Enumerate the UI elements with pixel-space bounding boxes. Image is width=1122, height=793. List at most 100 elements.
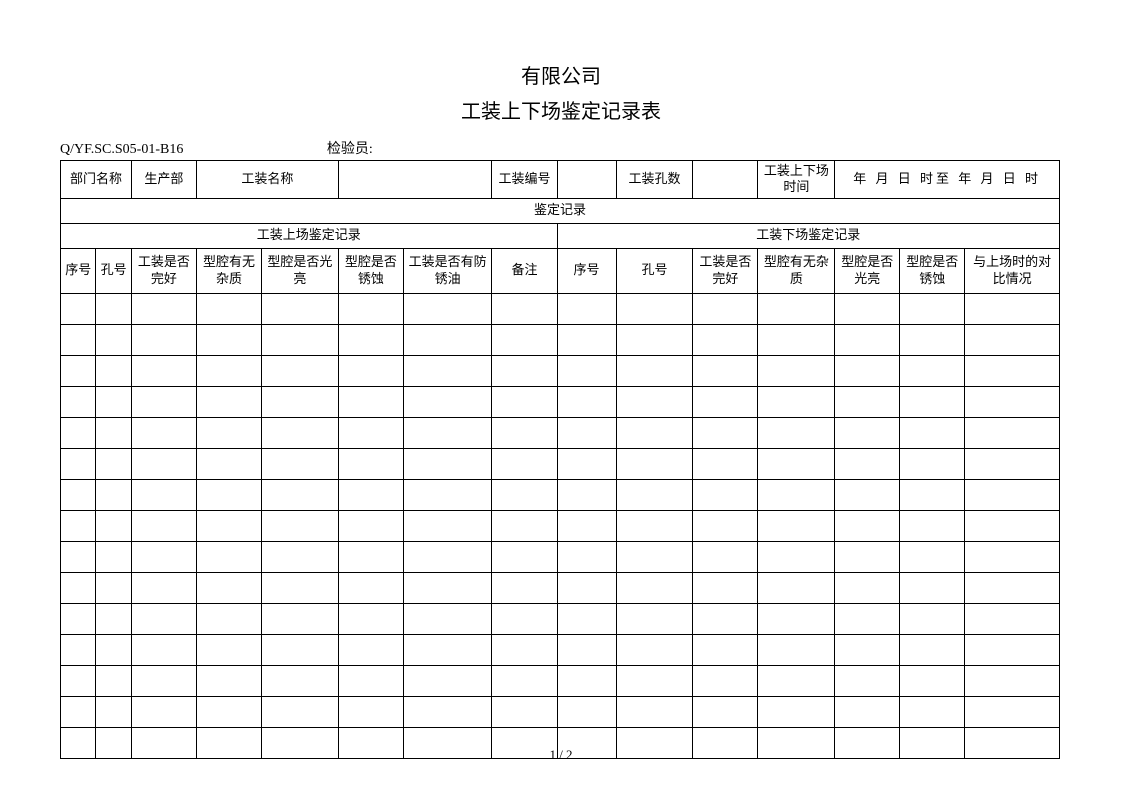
- table-cell: [758, 665, 835, 696]
- table-cell: [693, 479, 758, 510]
- col-up-cavity-shine: 型腔是否光亮: [261, 248, 338, 293]
- table-cell: [616, 696, 693, 727]
- table-cell: [616, 603, 693, 634]
- table-cell: [61, 479, 96, 510]
- hole-count-label: 工装孔数: [616, 161, 693, 199]
- table-cell: [900, 355, 965, 386]
- table-cell: [758, 479, 835, 510]
- table-cell: [338, 479, 403, 510]
- col-up-antirust: 工装是否有防锈油: [403, 248, 492, 293]
- table-cell: [96, 665, 131, 696]
- table-cell: [492, 386, 557, 417]
- table-cell: [196, 665, 261, 696]
- table-cell: [835, 665, 900, 696]
- table-cell: [900, 324, 965, 355]
- table-cell: [61, 324, 96, 355]
- table-cell: [196, 510, 261, 541]
- table-cell: [96, 417, 131, 448]
- table-cell: [403, 541, 492, 572]
- table-row: [61, 572, 1060, 603]
- table-cell: [96, 634, 131, 665]
- table-cell: [131, 293, 196, 324]
- table-cell: [403, 510, 492, 541]
- table-cell: [965, 665, 1060, 696]
- table-cell: [338, 417, 403, 448]
- table-cell: [196, 634, 261, 665]
- table-cell: [557, 386, 616, 417]
- table-cell: [96, 479, 131, 510]
- table-cell: [131, 541, 196, 572]
- table-cell: [492, 696, 557, 727]
- table-cell: [835, 572, 900, 603]
- table-cell: [758, 417, 835, 448]
- table-cell: [492, 572, 557, 603]
- table-cell: [61, 603, 96, 634]
- table-cell: [61, 634, 96, 665]
- table-cell: [131, 696, 196, 727]
- table-cell: [900, 634, 965, 665]
- table-cell: [557, 479, 616, 510]
- table-cell: [693, 541, 758, 572]
- doc-code: Q/YF.SC.S05-01-B16: [60, 142, 183, 158]
- table-cell: [338, 572, 403, 603]
- table-cell: [403, 634, 492, 665]
- table-cell: [965, 696, 1060, 727]
- table-cell: [965, 572, 1060, 603]
- table-cell: [338, 603, 403, 634]
- table-cell: [403, 355, 492, 386]
- table-cell: [338, 665, 403, 696]
- table-cell: [557, 634, 616, 665]
- table-cell: [492, 603, 557, 634]
- table-row: [61, 386, 1060, 417]
- table-cell: [196, 448, 261, 479]
- table-cell: [131, 448, 196, 479]
- table-cell: [61, 510, 96, 541]
- table-cell: [900, 541, 965, 572]
- col-dn-cavity-shine: 型腔是否光亮: [835, 248, 900, 293]
- table-cell: [131, 355, 196, 386]
- col-dn-fix-ok: 工装是否完好: [693, 248, 758, 293]
- table-cell: [616, 417, 693, 448]
- table-cell: [338, 355, 403, 386]
- data-body: [61, 293, 1060, 758]
- col-dn-seq: 序号: [557, 248, 616, 293]
- table-cell: [900, 448, 965, 479]
- col-dn-hole: 孔号: [616, 248, 693, 293]
- table-cell: [261, 293, 338, 324]
- table-cell: [96, 541, 131, 572]
- table-cell: [835, 541, 900, 572]
- table-cell: [196, 572, 261, 603]
- col-up-cavity-clean: 型腔有无杂质: [196, 248, 261, 293]
- fixture-code-label: 工装编号: [492, 161, 557, 199]
- table-cell: [261, 324, 338, 355]
- table-cell: [261, 386, 338, 417]
- table-cell: [616, 448, 693, 479]
- table-cell: [758, 634, 835, 665]
- table-cell: [900, 293, 965, 324]
- table-row: [61, 634, 1060, 665]
- table-cell: [131, 634, 196, 665]
- table-row: [61, 417, 1060, 448]
- table-cell: [758, 448, 835, 479]
- table-row: [61, 665, 1060, 696]
- table-cell: [965, 448, 1060, 479]
- table-cell: [965, 417, 1060, 448]
- table-cell: [131, 572, 196, 603]
- table-cell: [403, 572, 492, 603]
- table-cell: [492, 479, 557, 510]
- table-cell: [900, 479, 965, 510]
- hole-count-value: [693, 161, 758, 199]
- table-cell: [492, 665, 557, 696]
- table-cell: [616, 572, 693, 603]
- fixture-name-label: 工装名称: [196, 161, 338, 199]
- table-cell: [557, 448, 616, 479]
- table-cell: [96, 603, 131, 634]
- table-cell: [965, 479, 1060, 510]
- table-cell: [61, 448, 96, 479]
- table-cell: [758, 293, 835, 324]
- table-cell: [338, 541, 403, 572]
- table-cell: [403, 417, 492, 448]
- table-cell: [965, 324, 1060, 355]
- table-cell: [61, 417, 96, 448]
- table-cell: [616, 479, 693, 510]
